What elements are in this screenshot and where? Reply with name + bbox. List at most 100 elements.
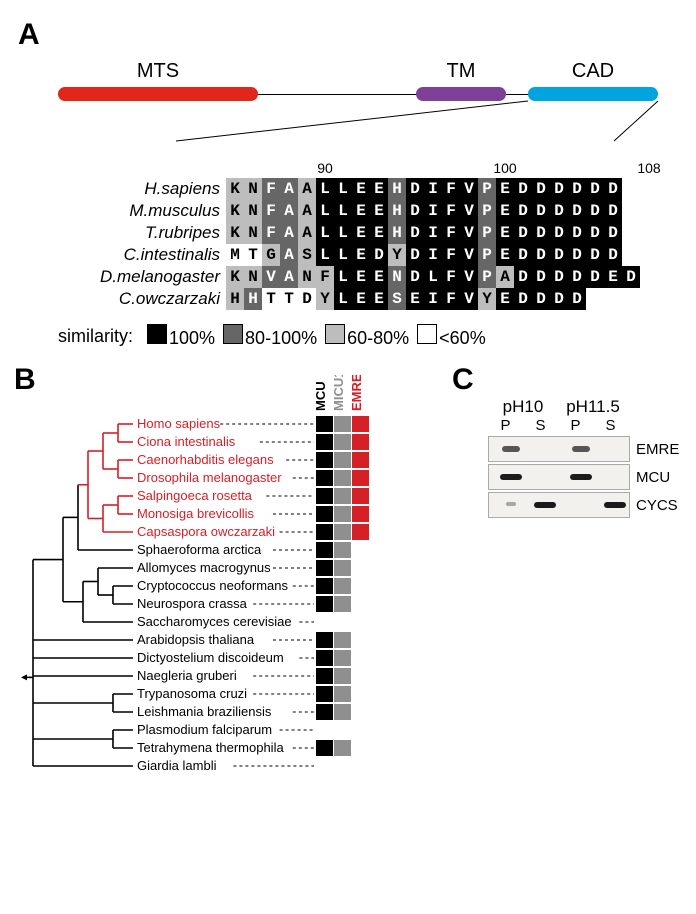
residue: A bbox=[280, 200, 298, 222]
residue: V bbox=[460, 244, 478, 266]
phylogeny-tree: MCUMICU1EMREHomo sapiensCiona intestinal… bbox=[18, 375, 374, 779]
taxon-label: Monosiga brevicollis bbox=[137, 506, 255, 521]
presence-cell bbox=[334, 452, 351, 468]
species-name: T.rubripes bbox=[68, 223, 226, 243]
blot-membrane bbox=[488, 464, 630, 490]
residue: H bbox=[244, 288, 262, 310]
residue: D bbox=[604, 244, 622, 266]
panel-c: C pH10pH11.5PSPSEMREMCUCYCS bbox=[458, 375, 696, 518]
residue: K bbox=[226, 200, 244, 222]
residue: E bbox=[496, 178, 514, 200]
blot-target-name: CYCS bbox=[636, 497, 678, 514]
residue: A bbox=[298, 178, 316, 200]
residue: E bbox=[352, 288, 370, 310]
panel-c-label: C bbox=[452, 363, 474, 397]
taxon-label: Naegleria gruberi bbox=[137, 668, 237, 683]
residue: L bbox=[316, 244, 334, 266]
residue: E bbox=[406, 288, 424, 310]
presence-cell bbox=[334, 470, 351, 486]
legend-swatch bbox=[325, 324, 345, 344]
residue: H bbox=[388, 178, 406, 200]
residue bbox=[622, 288, 640, 310]
residue bbox=[640, 200, 658, 222]
residue: K bbox=[226, 222, 244, 244]
residue: F bbox=[316, 266, 334, 288]
presence-cell bbox=[316, 632, 333, 648]
residue: D bbox=[550, 222, 568, 244]
species-name: D.melanogaster bbox=[68, 267, 226, 287]
legend-swatch bbox=[223, 324, 243, 344]
residue: N bbox=[388, 266, 406, 288]
domain-bar-cad bbox=[528, 87, 658, 101]
residue: A bbox=[298, 200, 316, 222]
residue: L bbox=[334, 222, 352, 244]
presence-cell bbox=[316, 686, 333, 702]
taxon-label: Giardia lambli bbox=[137, 758, 217, 773]
residue: D bbox=[622, 266, 640, 288]
residue: E bbox=[370, 222, 388, 244]
residue: D bbox=[550, 200, 568, 222]
species-name: C.owczarzaki bbox=[68, 289, 226, 309]
alignment-row: D.melanogasterKNVANFLEENDLFVPADDDDDED bbox=[68, 266, 678, 288]
blot-membrane bbox=[488, 436, 630, 462]
presence-cell bbox=[316, 650, 333, 666]
residue: E bbox=[352, 266, 370, 288]
residue bbox=[622, 178, 640, 200]
residue: D bbox=[586, 266, 604, 288]
panel-a: A MTSTMCAD 90100108 H.sapiensKNFAALLEEHD… bbox=[18, 18, 678, 349]
residue: I bbox=[424, 244, 442, 266]
taxon-label: Dictyostelium discoideum bbox=[137, 650, 284, 665]
residue: E bbox=[352, 200, 370, 222]
residue: N bbox=[298, 266, 316, 288]
residue: F bbox=[442, 200, 460, 222]
domain-bar-tm bbox=[416, 87, 506, 101]
presence-cell bbox=[334, 506, 351, 522]
ruler-tick: 108 bbox=[637, 160, 660, 176]
taxon-label: Sphaeroforma arctica bbox=[137, 542, 262, 557]
residue: L bbox=[316, 200, 334, 222]
residue: E bbox=[496, 288, 514, 310]
residue: E bbox=[352, 222, 370, 244]
residue: E bbox=[352, 178, 370, 200]
presence-cell bbox=[334, 416, 351, 432]
residue: E bbox=[496, 222, 514, 244]
blot-band bbox=[572, 446, 590, 452]
presence-cell bbox=[352, 470, 369, 486]
residue: H bbox=[226, 288, 244, 310]
residue: P bbox=[478, 244, 496, 266]
presence-cell bbox=[316, 596, 333, 612]
residue: D bbox=[568, 222, 586, 244]
residue bbox=[640, 266, 658, 288]
similarity-legend: similarity: 100%80-100%60-80%<60% bbox=[58, 324, 678, 349]
legend-label: <60% bbox=[439, 328, 486, 348]
alignment-row: T.rubripesKNFAALLEEHDIFVPEDDDDDD bbox=[68, 222, 678, 244]
residue: D bbox=[586, 178, 604, 200]
taxon-label: Drosophila melanogaster bbox=[137, 470, 282, 485]
residue: D bbox=[568, 244, 586, 266]
taxon-label: Arabidopsis thaliana bbox=[137, 632, 255, 647]
blot-band bbox=[604, 502, 626, 508]
legend-label: 100% bbox=[169, 328, 215, 348]
residue: D bbox=[532, 178, 550, 200]
residue: F bbox=[442, 178, 460, 200]
residue: L bbox=[334, 266, 352, 288]
residue: T bbox=[244, 244, 262, 266]
residue: I bbox=[424, 178, 442, 200]
legend-prefix: similarity: bbox=[58, 326, 133, 347]
taxon-label: Neurospora crassa bbox=[137, 596, 248, 611]
taxon-label: Caenorhabditis elegans bbox=[137, 452, 274, 467]
residue: D bbox=[514, 222, 532, 244]
residue: Y bbox=[316, 288, 334, 310]
blot-band bbox=[500, 474, 522, 480]
residue: E bbox=[496, 244, 514, 266]
blot-target-name: MCU bbox=[636, 469, 670, 486]
taxon-label: Saccharomyces cerevisiae bbox=[137, 614, 292, 629]
presence-cell bbox=[334, 686, 351, 702]
residue: D bbox=[406, 244, 424, 266]
residue: V bbox=[262, 266, 280, 288]
residue: A bbox=[280, 244, 298, 266]
residue: D bbox=[406, 266, 424, 288]
residue: V bbox=[460, 178, 478, 200]
residue: D bbox=[406, 178, 424, 200]
presence-cell bbox=[316, 578, 333, 594]
